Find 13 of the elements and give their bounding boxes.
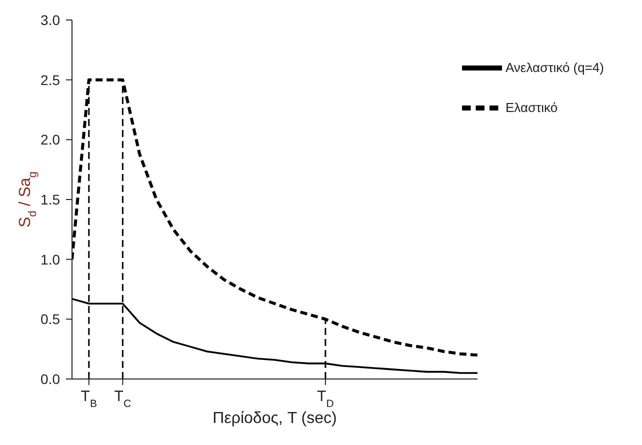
- y-tick-label: 3.0: [40, 12, 60, 28]
- y-tick-label: 0.0: [40, 371, 60, 387]
- x-tick-label: T$_{B}$: [80, 388, 97, 410]
- y-tick-label: 1.0: [40, 251, 60, 268]
- legend-label: Ανελαστικό (q=4): [506, 60, 604, 76]
- x-tick-label: T$_{D}$: [317, 388, 334, 410]
- y-tick-label: 1.5: [40, 192, 60, 208]
- y-tick-label: 2.5: [40, 72, 60, 88]
- x-tick-label: T$_{C}$: [114, 388, 132, 410]
- x-axis-title: Περίοδος, T (sec): [212, 410, 337, 427]
- legend-label: Ελαστικό: [506, 100, 558, 116]
- y-tick-label: 0.5: [40, 311, 60, 328]
- y-tick-label: 2.0: [40, 132, 60, 148]
